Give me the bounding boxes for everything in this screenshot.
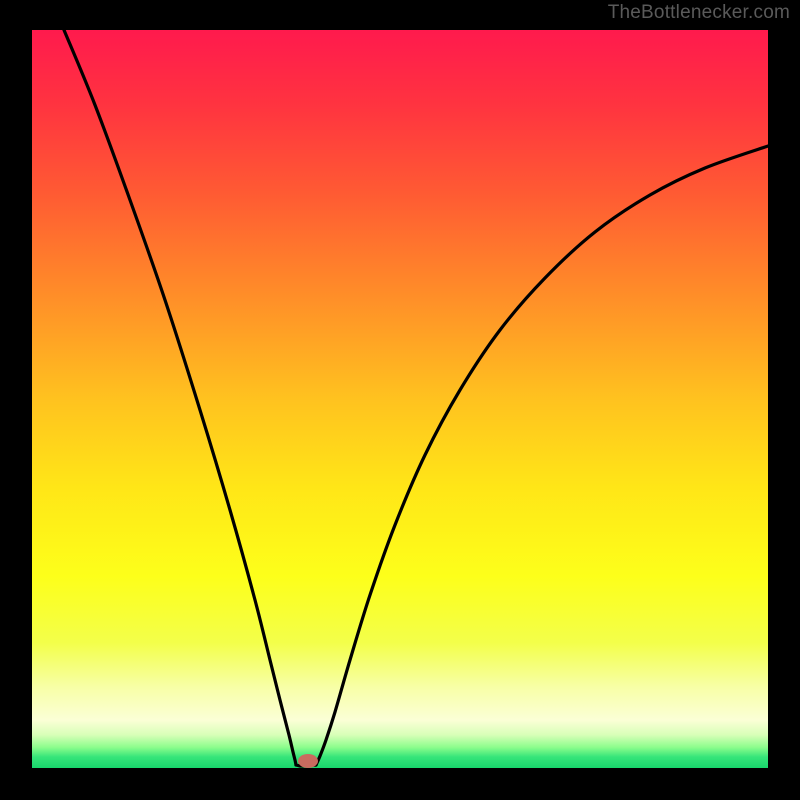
curve-left-branch: [64, 30, 296, 765]
curve-right-branch: [316, 146, 768, 765]
chart-container: TheBottlenecker.com: [0, 0, 800, 800]
bottleneck-curve: [0, 0, 800, 800]
watermark-text: TheBottlenecker.com: [608, 2, 790, 24]
optimal-marker: [298, 754, 318, 768]
